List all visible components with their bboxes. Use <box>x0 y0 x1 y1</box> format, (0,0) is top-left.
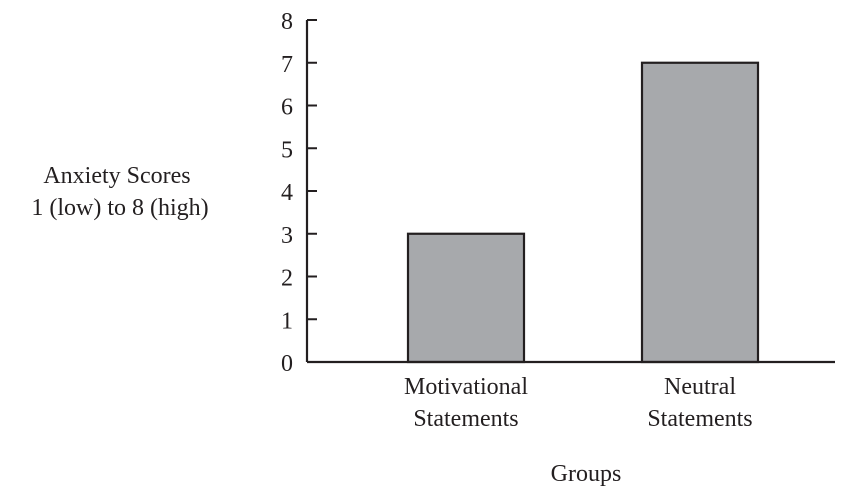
y-tick-label-4: 4 <box>281 180 293 206</box>
x-category-label-0-line-2: Statements <box>413 406 518 432</box>
y-ticks-layer: 0 1 2 3 4 5 6 7 8 <box>281 9 317 377</box>
y-tick-label-1: 1 <box>281 308 293 334</box>
x-category-label-1: Neutral Statements <box>647 374 752 432</box>
bars-layer <box>406 61 760 364</box>
bar-0 <box>406 232 526 364</box>
y-tick-label-3: 3 <box>281 223 293 249</box>
x-category-label-1-line-2: Statements <box>647 406 752 432</box>
y-tick-label-5: 5 <box>281 137 293 163</box>
y-tick-label-7: 7 <box>281 52 293 78</box>
y-axis-title: Anxiety Scores 1 (low) to 8 (high) <box>31 163 208 221</box>
y-axis-title-line-1: Anxiety Scores <box>43 163 190 189</box>
bar-1 <box>640 61 760 364</box>
y-tick-label-2: 2 <box>281 266 293 292</box>
x-category-label-1-line-1: Neutral <box>664 374 736 400</box>
x-category-label-0: Motivational Statements <box>404 374 528 432</box>
x-axis-title: Groups <box>551 461 622 487</box>
y-tick-label-0: 0 <box>281 351 293 377</box>
y-tick-label-8: 8 <box>281 9 293 35</box>
x-category-labels: Motivational Statements Neutral Statements <box>404 374 753 432</box>
y-tick-label-6: 6 <box>281 95 293 121</box>
y-axis-title-line-2: 1 (low) to 8 (high) <box>31 195 208 221</box>
x-category-label-0-line-1: Motivational <box>404 374 528 400</box>
